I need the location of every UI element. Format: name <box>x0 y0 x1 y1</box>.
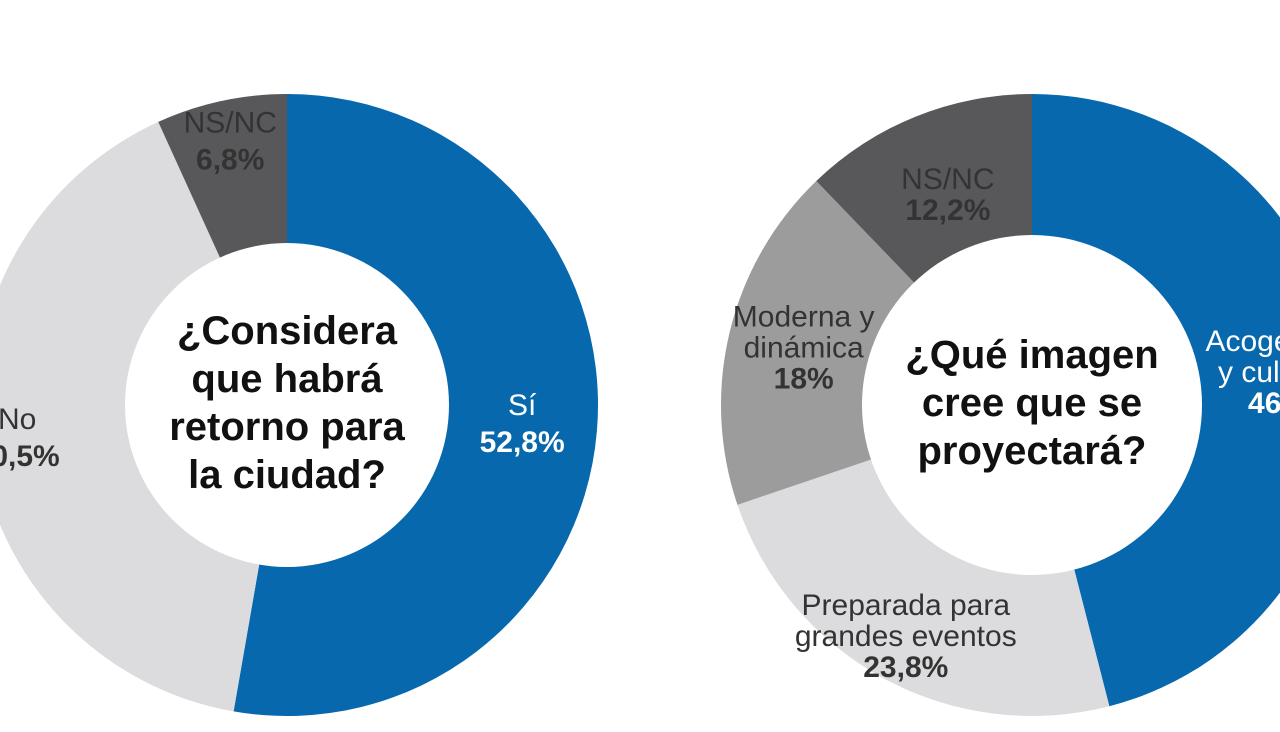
slice-category-label: dinámica <box>744 331 864 364</box>
slice-value-label: 23,8% <box>863 651 948 684</box>
slice-category-label: NS/NC <box>184 107 277 140</box>
slice-value-label: 12,2% <box>905 194 990 227</box>
center-question-line: la ciudad? <box>188 453 386 497</box>
center-question-line: proyectará? <box>918 429 1147 473</box>
slice-category-label: No <box>0 403 36 436</box>
donut-chart-return: ¿Considera que habrá retorno para la ciudad… <box>0 94 599 717</box>
slice-label: Preparada para grandes eventos 23,8% <box>795 589 1017 684</box>
slice-label: NS/NC 6,8% <box>184 107 277 177</box>
slice-value-label: 6,8% <box>196 144 264 177</box>
slice-category-label: y cultural <box>1218 356 1280 389</box>
slice-label: NS/NC 12,2% <box>901 163 994 227</box>
slice-category-label: Acogedora <box>1205 325 1280 358</box>
center-question: ¿Qué imagen cree que se proyectará? <box>905 333 1158 473</box>
center-question-line: que habrá <box>191 357 383 401</box>
slice-label: Sí 52,8% <box>480 389 565 459</box>
donut-hole <box>862 235 1202 575</box>
slice-value-label: 52,8% <box>480 426 565 459</box>
center-question-line: cree que se <box>922 381 1142 425</box>
center-question: ¿Considera que habrá retorno para la ciudad… <box>169 309 405 497</box>
slice-category-label: grandes eventos <box>795 620 1017 653</box>
slice-value-label: 40,5% <box>0 440 60 473</box>
slice-category-label: Moderna y <box>733 300 875 333</box>
slice-category-label: NS/NC <box>901 163 994 196</box>
donut-hole <box>125 243 449 567</box>
center-question-line: retorno para <box>169 405 405 449</box>
slice-label: Moderna y dinámica 18% <box>733 300 875 395</box>
slice-category-label: Sí <box>508 389 537 422</box>
slice-value-label: 18% <box>774 362 834 395</box>
slice-label: Acogedoray cultural46% <box>1205 325 1280 420</box>
slice-value-label: 46% <box>1248 387 1280 420</box>
center-question-line: ¿Considera <box>177 309 398 353</box>
slice-label: No 40,5% <box>0 403 60 473</box>
slice-category-label: Preparada para <box>802 589 1011 622</box>
center-question-line: ¿Qué imagen <box>905 333 1158 377</box>
